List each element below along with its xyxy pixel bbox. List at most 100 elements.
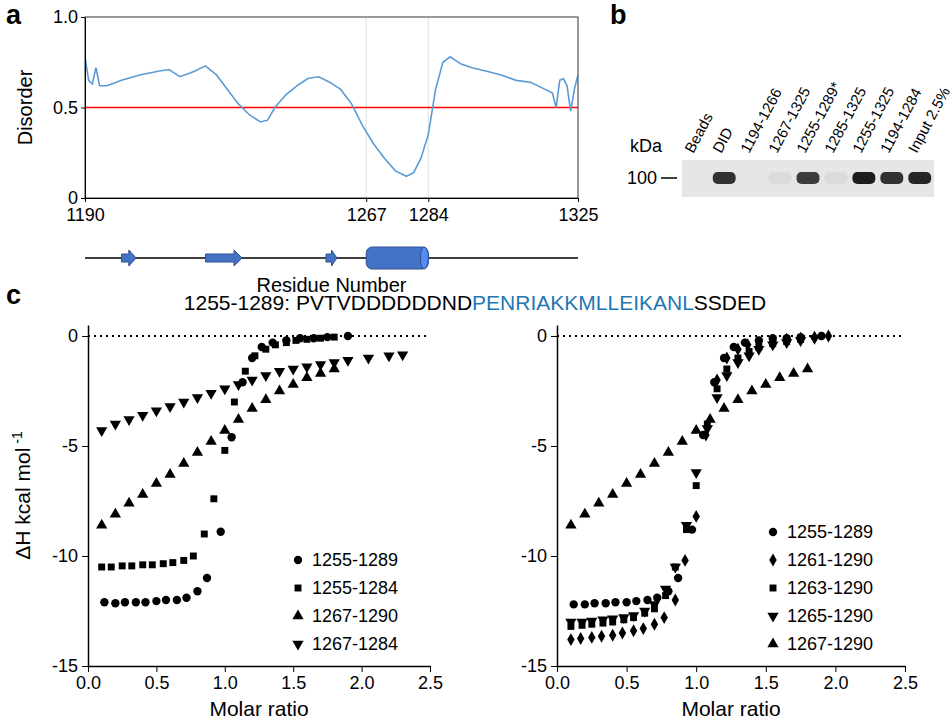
reference-line <box>85 107 578 109</box>
tick-label: 2.5 <box>893 673 918 693</box>
tick: 1.0 <box>213 666 238 693</box>
axis-title: Molar ratio <box>681 697 780 720</box>
tick-mark <box>835 666 836 672</box>
tick-label: -15 <box>521 656 547 676</box>
tick-label: 1190 <box>66 205 105 225</box>
point <box>110 421 121 431</box>
axis: 00.51.0 <box>53 7 86 208</box>
plot-area <box>88 332 430 608</box>
helix <box>366 247 428 269</box>
point <box>704 413 715 423</box>
axis-title: ΔH kcal mol-1 <box>9 431 34 560</box>
tick: 1.0 <box>684 666 709 693</box>
point <box>809 335 820 345</box>
tick-mark <box>88 666 89 672</box>
point <box>219 424 230 434</box>
axis: -15-10-50 <box>52 326 89 677</box>
point <box>653 594 661 602</box>
series <box>567 330 832 646</box>
axis-title-text: ΔH kcal mol <box>11 448 34 560</box>
tick: 1267 <box>347 198 387 225</box>
point <box>192 446 203 456</box>
panel-label: b <box>610 0 627 30</box>
axis-title: Disorder <box>14 69 36 145</box>
point <box>242 368 249 375</box>
point <box>681 522 692 532</box>
point <box>691 469 702 479</box>
tick: 1.5 <box>281 666 306 693</box>
band <box>880 172 903 184</box>
point <box>630 624 637 637</box>
point <box>602 599 610 607</box>
point <box>593 497 604 507</box>
tick: -5 <box>62 436 88 456</box>
axis: 0.00.51.01.52.02.5 <box>76 666 443 693</box>
blot-background <box>682 160 934 197</box>
tick-mark <box>578 198 579 202</box>
point <box>628 612 639 622</box>
tick-label: 1.5 <box>281 673 306 693</box>
point <box>586 618 597 628</box>
point <box>149 561 156 568</box>
point <box>651 618 658 631</box>
series <box>98 334 337 571</box>
point <box>590 599 598 607</box>
point <box>677 435 688 445</box>
point <box>397 351 408 361</box>
point <box>317 335 324 342</box>
point <box>190 553 197 560</box>
point <box>639 608 650 618</box>
legend-label: 1263-1290 <box>787 578 873 598</box>
point <box>119 562 126 569</box>
point <box>288 366 299 376</box>
axis-line <box>88 326 90 667</box>
point <box>723 352 730 365</box>
tick-label: 1.0 <box>213 673 238 693</box>
point <box>746 384 757 394</box>
band <box>685 172 708 184</box>
point <box>292 337 299 344</box>
point <box>622 598 630 606</box>
point <box>635 468 646 478</box>
point <box>363 355 374 365</box>
legend-label: 1267-1284 <box>312 634 398 654</box>
point <box>618 614 629 624</box>
legend-marker <box>770 585 777 592</box>
tick-label: 0.5 <box>615 673 640 693</box>
legend-label: 1255-1284 <box>312 578 398 598</box>
point <box>323 333 331 341</box>
tick: 2.0 <box>350 666 375 693</box>
point <box>182 594 190 602</box>
point <box>753 346 764 356</box>
panel-label: c <box>6 280 21 310</box>
lane-label: Input 2.5% <box>904 84 950 155</box>
point <box>732 359 743 369</box>
tick-mark <box>82 446 88 447</box>
legend: 1255-12891261-12901263-12901265-12901267… <box>767 522 873 654</box>
point <box>649 457 660 467</box>
tick: 0.0 <box>545 666 570 693</box>
panel-label: a <box>6 0 22 30</box>
tick-mark <box>627 666 628 672</box>
tick: -10 <box>521 546 557 566</box>
point <box>192 394 203 404</box>
series <box>565 362 813 528</box>
band <box>741 172 764 184</box>
legend-label: 1265-1290 <box>787 606 873 626</box>
point <box>570 600 578 608</box>
tick: 1190 <box>66 198 105 225</box>
tick-label: 0.0 <box>545 673 570 693</box>
point <box>670 564 681 574</box>
point <box>193 587 201 595</box>
reference-line <box>88 335 430 337</box>
tick-label: 0.0 <box>76 673 101 693</box>
point <box>288 378 299 388</box>
point <box>567 633 574 646</box>
point <box>137 412 148 422</box>
plot-area <box>557 330 905 646</box>
point <box>331 334 338 341</box>
title-part: 1255-1289: PVTVDDDDDDND <box>184 291 472 314</box>
disorder-line <box>85 57 578 176</box>
point <box>260 393 271 403</box>
point <box>802 362 813 372</box>
